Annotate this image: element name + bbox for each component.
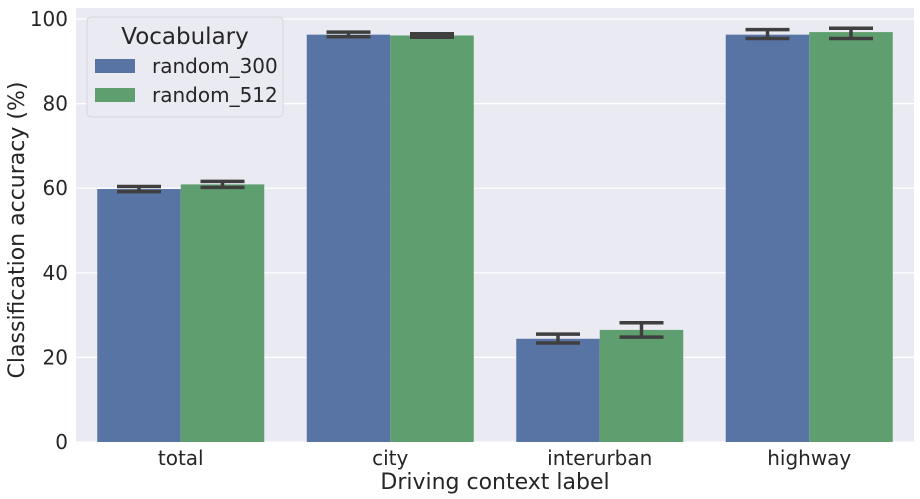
legend-item-random_512: random_512 [95, 83, 278, 107]
y-tick-label: 0 [55, 430, 68, 454]
legend-label: random_300 [152, 54, 278, 78]
y-tick-label: 100 [30, 7, 68, 31]
error-bar-random_300-total [117, 184, 161, 194]
y-tick-label: 20 [43, 345, 68, 369]
legend-item-random_300: random_300 [95, 54, 278, 78]
y-axis-ticks: 0 20 40 60 80 100 [30, 7, 68, 454]
error-bar-random_512-total [200, 179, 245, 190]
x-tick-label: interurban [547, 446, 652, 470]
error-bar-random_300-interurban [536, 332, 580, 345]
bar-random_512-total [180, 184, 265, 442]
bars [97, 32, 893, 442]
y-tick-label: 60 [43, 176, 68, 200]
x-axis-ticks: total city interurban highway [158, 446, 852, 470]
legend-title: Vocabulary [121, 24, 249, 50]
bar-random_300-highway [725, 34, 810, 442]
legend-label: random_512 [152, 83, 278, 107]
x-tick-label: total [158, 446, 204, 470]
bar-random_512-interurban [599, 329, 684, 442]
error-bar-random_300-highway [745, 27, 790, 41]
legend-swatch [95, 88, 135, 102]
x-tick-label: highway [767, 446, 851, 470]
error-bar-random_300-city [326, 30, 371, 39]
error-bars [117, 26, 873, 345]
bar-random_512-city [390, 35, 474, 442]
x-axis-label: Driving context label [380, 470, 609, 495]
y-axis-label: Classification accuracy (%) [5, 82, 30, 379]
error-bar-random_512-interurban [619, 320, 664, 339]
error-bar-random_512-highway [829, 26, 873, 41]
bar-random_512-highway [809, 32, 893, 442]
bar-random_300-city [306, 34, 391, 442]
y-tick-label: 40 [43, 261, 68, 285]
bar-random_300-interurban [516, 338, 600, 442]
legend-box [86, 16, 284, 118]
error-bar-random_512-city [410, 32, 454, 39]
y-tick-label: 80 [43, 92, 68, 116]
bar-random_300-total [97, 189, 181, 442]
legend-swatch [95, 59, 135, 73]
legend-items: random_300 random_512 [95, 54, 278, 107]
legend: Vocabulary random_300 random_512 [86, 16, 284, 118]
x-tick-label: city [372, 446, 408, 470]
